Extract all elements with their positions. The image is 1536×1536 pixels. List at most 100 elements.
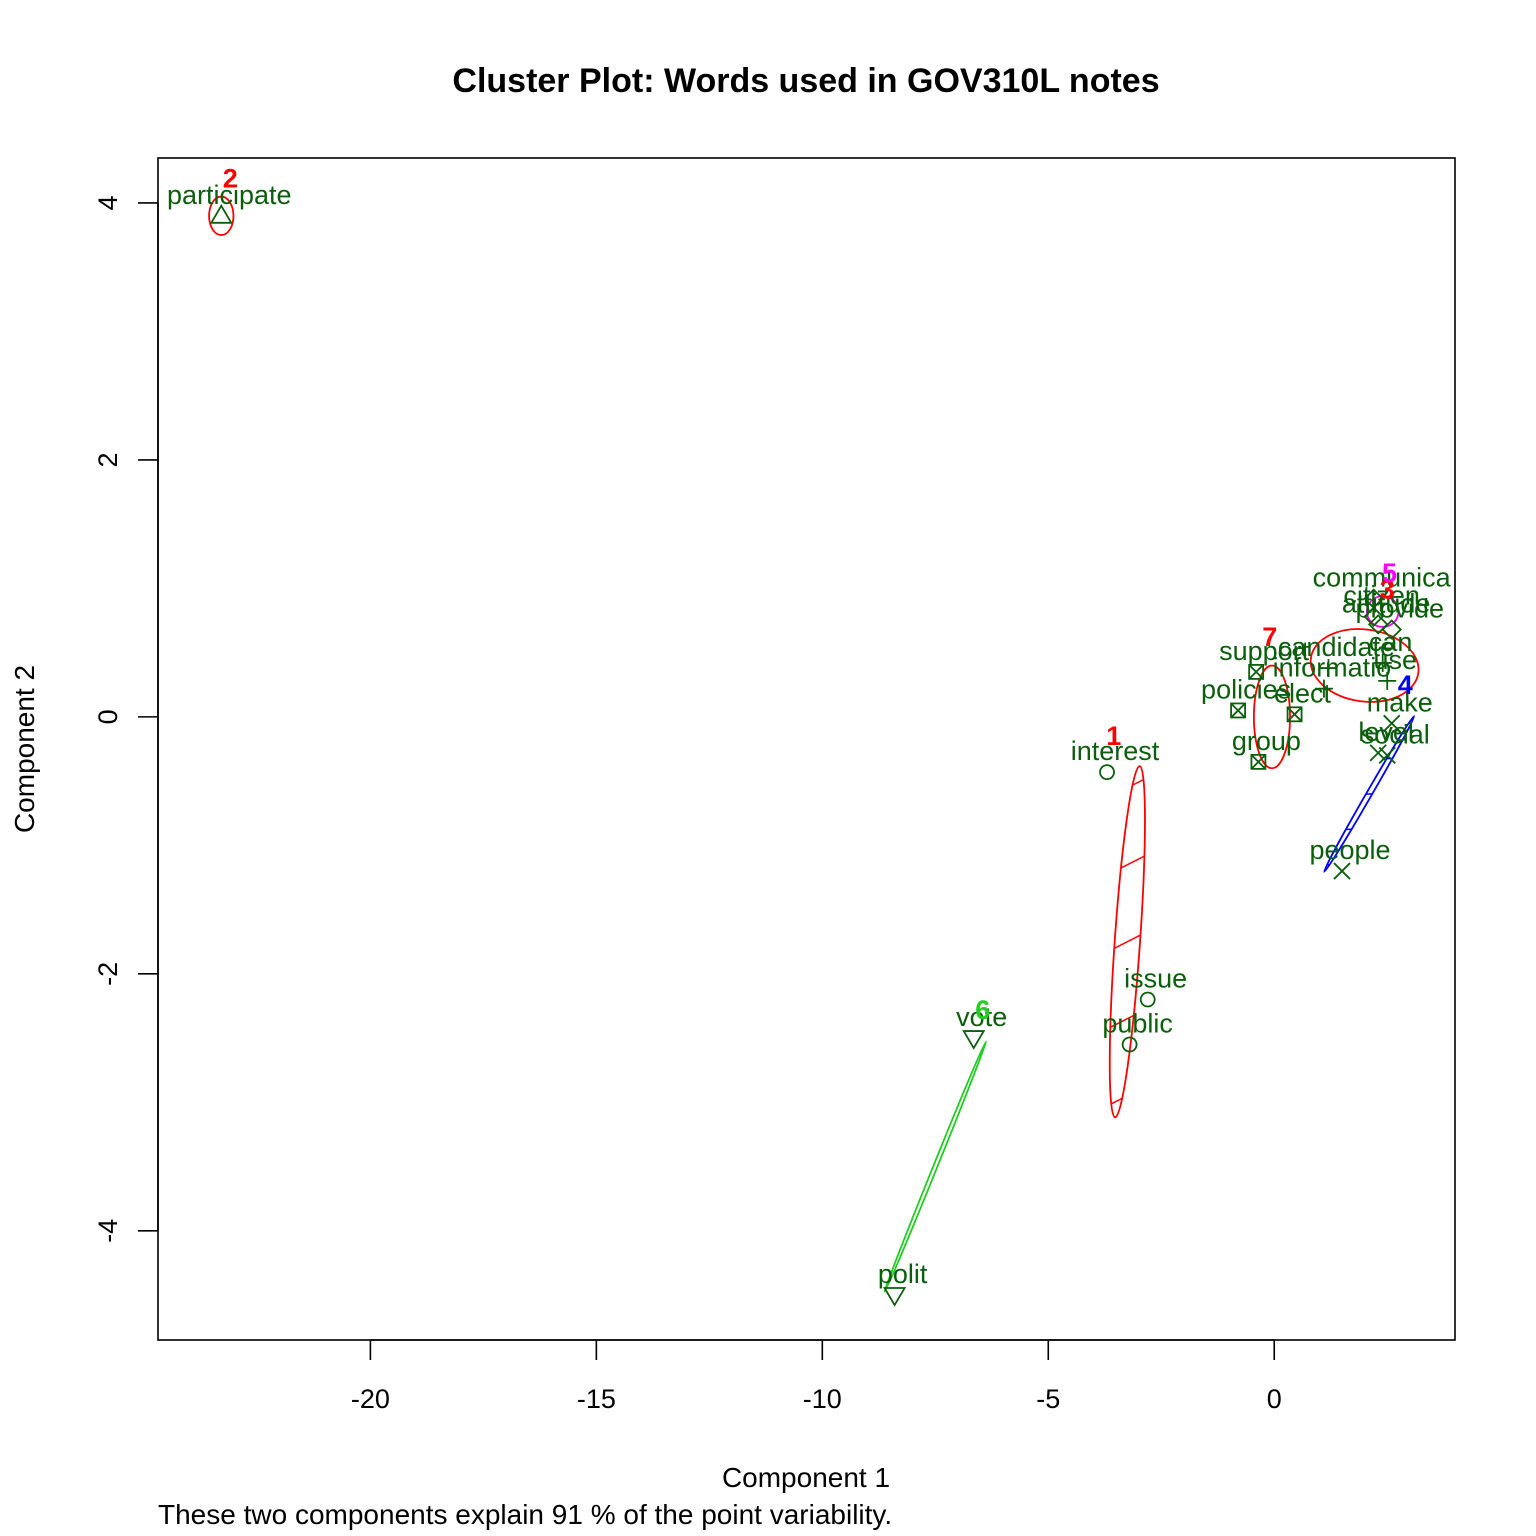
word-label-people: people — [1309, 835, 1390, 865]
triangle-up-marker — [209, 204, 233, 224]
point-vote — [962, 1030, 986, 1050]
square-cross — [1248, 664, 1264, 680]
word-label-group: group — [1232, 726, 1301, 756]
word-label-elect: elect — [1274, 678, 1332, 708]
square-marker — [1248, 664, 1265, 680]
word-label-polit: polit — [878, 1259, 928, 1289]
word-label-provide: provide — [1355, 594, 1444, 624]
word-label-vote: vote — [956, 1002, 1007, 1032]
word-label-citizen: citizen — [1343, 581, 1420, 611]
diamond-marker — [1363, 606, 1384, 627]
cluster-number-3: 3 — [1380, 575, 1395, 605]
point-candidate — [1319, 659, 1338, 678]
circle-marker — [1139, 991, 1156, 1008]
y-axis-title: Component 2 — [9, 665, 40, 833]
square-cross — [1250, 754, 1267, 770]
square-marker — [1250, 753, 1267, 770]
hatch-line — [1102, 927, 1153, 1116]
cluster-ellipse-1 — [1102, 765, 1153, 1119]
x-marker — [1333, 862, 1351, 880]
point-can — [1373, 653, 1392, 672]
y-tick-label: 2 — [93, 452, 123, 467]
hatch-line — [1102, 768, 1153, 956]
cluster-ellipse-5 — [1365, 595, 1400, 628]
cluster-number-5: 5 — [1382, 558, 1397, 588]
point-support — [1248, 664, 1265, 680]
hatch-line — [1102, 847, 1153, 1036]
x-tick-label: -5 — [1036, 1384, 1060, 1414]
word-label-use: use — [1373, 645, 1417, 675]
cluster-number-2: 2 — [223, 164, 238, 194]
word-label-level: level — [1358, 717, 1414, 747]
word-label-support: support — [1219, 636, 1310, 666]
cluster-ellipse-3 — [1309, 628, 1420, 703]
point-interest — [1099, 764, 1115, 781]
triangle-down-marker — [962, 1030, 986, 1050]
cluster-ellipse-2 — [208, 195, 235, 236]
ellipse-outline-7 — [1252, 664, 1291, 770]
word-label-issue: issue — [1124, 964, 1187, 994]
circle-marker — [1121, 1036, 1138, 1053]
ellipse-outline-2 — [208, 195, 235, 236]
point-issue — [1139, 991, 1156, 1008]
y-tick-label: 0 — [93, 709, 123, 724]
hatch-line — [1321, 826, 1417, 832]
point-citizen — [1363, 606, 1384, 627]
point-provide — [1381, 619, 1403, 640]
cluster-ellipse-7 — [1252, 664, 1291, 770]
x-tick-label: -15 — [577, 1384, 616, 1414]
word-label-candidate: candidate — [1278, 632, 1395, 662]
cluster-number-7: 7 — [1262, 622, 1277, 652]
ellipse-outline-4 — [1323, 715, 1416, 873]
point-participate — [209, 204, 233, 224]
word-label-attitude: attitude — [1342, 588, 1431, 618]
word-label-interest: interest — [1071, 736, 1160, 766]
x-tick-label: -20 — [351, 1384, 390, 1414]
point-social — [1378, 746, 1396, 765]
variability-caption: These two components explain 91 % of the… — [158, 1499, 892, 1530]
cluster-number-4: 4 — [1398, 670, 1413, 700]
word-label-public: public — [1102, 1009, 1173, 1039]
square-marker — [1230, 702, 1246, 719]
x-tick-label: -10 — [803, 1384, 842, 1414]
x-marker — [1383, 714, 1401, 732]
triangle-down-marker — [883, 1287, 907, 1307]
cluster-ellipses — [208, 195, 1420, 1293]
hatch-line — [1102, 765, 1153, 876]
word-label-make: make — [1367, 687, 1433, 717]
word-label-informatio: informatio — [1273, 653, 1392, 683]
cluster-number-1: 1 — [1106, 721, 1121, 751]
y-tick-label: -4 — [93, 1219, 123, 1243]
word-label-communica: communica — [1313, 563, 1452, 593]
point-group — [1250, 753, 1267, 770]
point-policies — [1230, 702, 1246, 719]
hatch-line — [1321, 791, 1417, 797]
point-attitude — [1367, 614, 1389, 635]
word-label-policies: policies — [1201, 674, 1291, 704]
ellipse-hatch-1 — [1102, 765, 1153, 1119]
x-marker — [1378, 746, 1396, 765]
point-people — [1333, 862, 1351, 880]
point-polit — [883, 1287, 907, 1307]
ellipse-outline-1 — [1108, 765, 1146, 1119]
diamond-marker — [1367, 614, 1389, 635]
chart-title: Cluster Plot: Words used in GOV310L note… — [452, 62, 1159, 100]
ellipse-outline-3 — [1309, 628, 1420, 703]
x-tick-label: 0 — [1267, 1384, 1282, 1414]
square-cross — [1286, 706, 1303, 722]
y-tick-label: -2 — [93, 962, 123, 986]
x-axis: -20 -15 -10 -5 0 — [351, 1339, 1282, 1414]
word-label-participate: participate — [167, 180, 292, 210]
ellipse-outline-5 — [1365, 595, 1400, 628]
point-public — [1121, 1036, 1138, 1053]
diamond-marker — [1381, 619, 1403, 640]
data-points — [209, 204, 1403, 1307]
point-informatio — [1314, 679, 1333, 698]
x-marker — [1369, 744, 1387, 762]
y-axis: -4 -2 0 2 4 — [93, 195, 159, 1243]
word-label-can: can — [1369, 627, 1413, 657]
y-tick-label: 4 — [93, 195, 123, 210]
cluster-number-6: 6 — [975, 995, 990, 1025]
word-labels: participate interest issue public vote polit s… — [167, 180, 1452, 1289]
